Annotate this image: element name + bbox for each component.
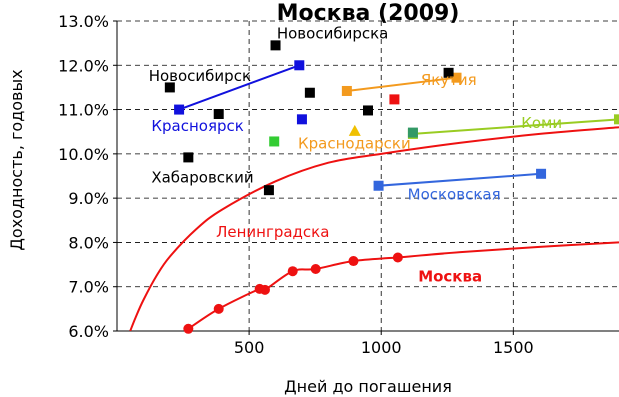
annotation-label: Коми bbox=[521, 114, 562, 132]
data-point-circle bbox=[310, 264, 321, 274]
annotation-label: Новосибирска bbox=[277, 25, 389, 43]
plot-area: Новосибирска Новосибирск Красноярск Хабаров… bbox=[129, 25, 619, 334]
data-point-circle bbox=[287, 266, 298, 277]
annotation-label: Краснодарски bbox=[298, 135, 411, 153]
annotation-label: Якутия bbox=[421, 71, 477, 89]
series-curve-line bbox=[397, 241, 619, 259]
y-tick-label: 7.0% bbox=[68, 278, 109, 297]
data-point-square bbox=[536, 168, 547, 179]
data-point-square bbox=[296, 114, 307, 125]
data-point-square bbox=[407, 127, 418, 138]
data-point-square bbox=[164, 82, 175, 93]
y-tick-label: 12.0% bbox=[58, 56, 109, 75]
data-point-square bbox=[363, 105, 373, 116]
data-point-square bbox=[614, 114, 619, 125]
data-point-square bbox=[270, 40, 281, 51]
data-point-triangle bbox=[348, 124, 361, 136]
y-tick-label: 13.0% bbox=[58, 12, 109, 31]
chart-title: Москва (2009) bbox=[277, 1, 460, 26]
series-line bbox=[346, 76, 457, 92]
data-point-circle bbox=[259, 284, 270, 295]
data-point-circle bbox=[348, 256, 359, 267]
annotation-label: Ленинградска bbox=[216, 223, 329, 241]
data-point-square bbox=[294, 60, 305, 71]
y-axis-label: Доходность, годовых bbox=[7, 69, 26, 250]
y-tick-label: 9.0% bbox=[68, 189, 109, 208]
data-point-square bbox=[451, 72, 462, 83]
x-tick-label: 1000 bbox=[361, 338, 402, 357]
data-point-square bbox=[304, 87, 315, 98]
y-tick-label: 6.0% bbox=[68, 322, 109, 341]
data-point-square bbox=[373, 180, 384, 191]
x-tick-label: 1500 bbox=[493, 338, 534, 357]
series-line bbox=[378, 172, 542, 187]
data-point-square bbox=[263, 185, 274, 196]
y-tick-label: 11.0% bbox=[58, 101, 109, 120]
data-point-square bbox=[174, 104, 185, 115]
y-tick-label: 10.0% bbox=[58, 145, 109, 164]
data-point-square bbox=[183, 152, 194, 163]
series-line bbox=[412, 118, 619, 135]
data-point-square bbox=[389, 94, 400, 105]
annotation-label: Хабаровский bbox=[151, 169, 253, 187]
series-line bbox=[178, 64, 300, 111]
annotation-label: Москва bbox=[418, 267, 482, 285]
data-point-circle bbox=[183, 323, 194, 334]
annotation-label: Московская bbox=[408, 185, 501, 203]
data-point-square bbox=[341, 85, 352, 96]
tick-labels: 6.0% 7.0% 8.0% 9.0% 10.0% 11.0% 12.0% 13.0% 500 1… bbox=[58, 12, 534, 357]
data-point-square bbox=[443, 67, 454, 78]
series-curve-line bbox=[129, 126, 619, 331]
x-axis-label: Дней до погашения bbox=[284, 377, 452, 396]
data-point-circle bbox=[213, 303, 224, 314]
data-point-square bbox=[269, 136, 280, 147]
y-tick-label: 8.0% bbox=[68, 233, 109, 252]
annotation-label: Красноярск bbox=[151, 117, 243, 135]
data-point-square bbox=[213, 109, 224, 119]
annotation-label: Новосибирск bbox=[149, 67, 251, 85]
x-tick-label: 500 bbox=[234, 338, 265, 357]
